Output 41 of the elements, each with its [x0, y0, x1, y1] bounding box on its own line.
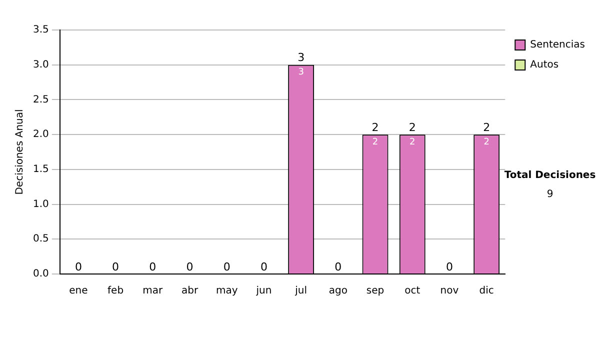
x-tick-label: feb — [108, 286, 124, 297]
annotation: Total Decisiones — [503, 170, 597, 181]
x-tick-label: may — [216, 286, 238, 297]
text: 9 — [546, 189, 554, 200]
x-tick-label: sep — [366, 286, 384, 297]
total-label: 2 — [372, 120, 379, 134]
total-label: 0 — [223, 260, 230, 274]
data-label: 2 — [410, 137, 416, 148]
y-axis-title: Decisiones Anual — [14, 109, 26, 195]
x-tick-label: jun — [255, 286, 272, 297]
y-tick-label: 2.0 — [32, 129, 49, 140]
total-label: 0 — [186, 260, 194, 274]
x-tick-label: jul — [294, 286, 308, 297]
y-tick-label: 2.5 — [32, 94, 49, 106]
x-tick-label: mar — [142, 286, 164, 297]
total-label: 0 — [260, 260, 268, 274]
y-tick-label: 0.0 — [32, 268, 49, 280]
y-tick-label: 1.5 — [32, 164, 49, 176]
y-tick-label: 1.0 — [32, 198, 49, 210]
legend-label: Sentencias — [530, 40, 586, 51]
data-label: 2 — [484, 137, 490, 148]
total-label: 2 — [483, 120, 490, 134]
y-tick-label: 3.5 — [32, 24, 49, 36]
total-label: 3 — [298, 51, 305, 64]
data-label: 2 — [372, 137, 378, 148]
x-tick-label: ene — [69, 286, 88, 297]
x-tick-label: oct — [404, 286, 420, 297]
total-label: 2 — [408, 120, 416, 134]
total-label: 0 — [74, 260, 82, 274]
x-tick-label: nov — [440, 286, 459, 297]
y-tick-label: 3.0 — [32, 59, 49, 70]
total-label: 0 — [112, 260, 120, 274]
x-tick-label: ago — [328, 286, 348, 297]
total-label: 0 — [446, 260, 453, 274]
legend-label: Autos — [530, 60, 559, 71]
y-tick-label: 0.5 — [32, 234, 49, 245]
total-label: 0 — [334, 260, 342, 274]
x-tick-label: abr — [181, 286, 199, 297]
x-tick-label: dic — [479, 286, 494, 297]
data-label: 3 — [298, 68, 304, 78]
total-label: 0 — [149, 260, 156, 274]
